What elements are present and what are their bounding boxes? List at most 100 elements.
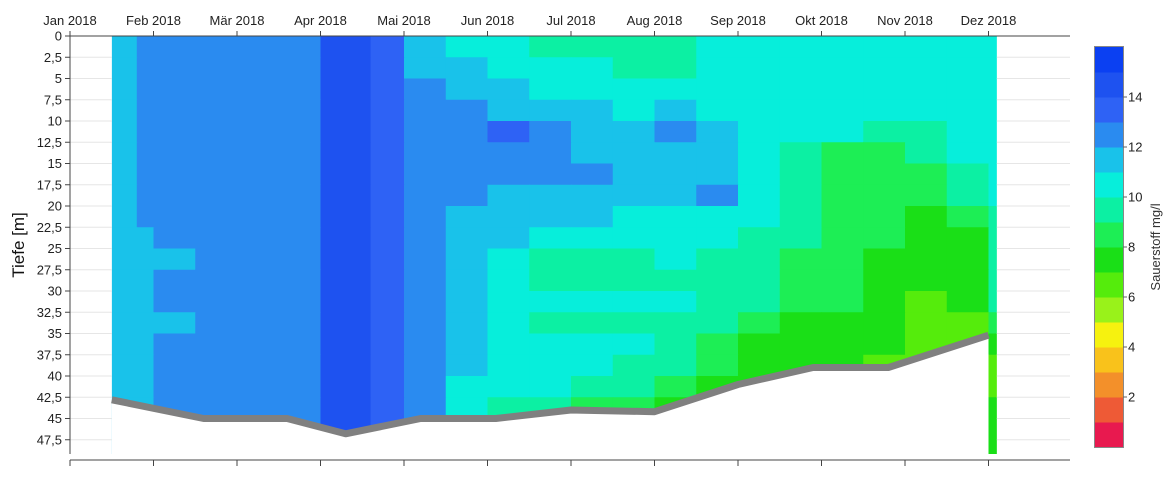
heatmap-cell (988, 418, 998, 441)
heatmap-cell (779, 57, 823, 80)
heatmap-cell (529, 333, 572, 356)
heatmap-cell (571, 36, 614, 58)
heatmap-cell (487, 248, 530, 271)
heatmap-cell (738, 121, 781, 143)
heatmap-cell (654, 78, 697, 101)
heatmap-cell (345, 269, 372, 292)
y-tick-label: 47,5 (37, 432, 62, 447)
heatmap-cell (404, 376, 447, 398)
heatmap-cell (278, 206, 322, 228)
heatmap-cell (111, 248, 138, 271)
x-axis-ticks: Jan 2018 Feb 2018 Mär 2018 Apr 2018 Mai 2018… (43, 13, 1016, 466)
heatmap-cell (153, 142, 196, 165)
heatmap-cell (946, 184, 990, 207)
heatmap-cell (237, 99, 280, 122)
heatmap-cell (278, 397, 322, 420)
heatmap-cell (654, 184, 697, 207)
colorbar-segment (1095, 222, 1123, 248)
heatmap-cell (445, 397, 489, 420)
heatmap-cell (278, 248, 322, 271)
heatmap-cell (320, 248, 347, 271)
heatmap-cell (278, 99, 322, 122)
heatmap-cell (946, 36, 990, 58)
colorbar-segment (1095, 322, 1123, 348)
heatmap-cell (988, 184, 998, 207)
heatmap-cell (821, 269, 864, 292)
heatmap-cell (988, 57, 998, 80)
heatmap-cell (111, 184, 138, 207)
y-tick-label: 17,5 (37, 177, 62, 192)
heatmap-cell (905, 36, 948, 58)
heatmap-cell (111, 78, 138, 101)
x-tick-label: Apr 2018 (294, 13, 347, 28)
heatmap-cell (153, 121, 196, 143)
heatmap-cell (278, 291, 322, 313)
y-tick-label: 35 (48, 326, 62, 341)
heatmap-cell (320, 376, 347, 398)
heatmap-cell (136, 206, 155, 228)
heatmap-cell (136, 142, 155, 165)
heatmap-cell (345, 248, 372, 271)
y-tick-label: 0 (55, 29, 62, 44)
heatmap-cell (863, 36, 906, 58)
colorbar (1094, 46, 1124, 448)
heatmap-cell (445, 269, 489, 292)
heatmap-cell (370, 184, 405, 207)
x-tick-label: Sep 2018 (710, 13, 766, 28)
heatmap-cell (821, 142, 864, 165)
heatmap-cell (529, 291, 572, 313)
heatmap-cell (445, 78, 489, 101)
heatmap-cell (863, 99, 906, 122)
heatmap-cell (345, 184, 372, 207)
heatmap-cell (905, 227, 948, 250)
y-tick-label: 2,5 (44, 50, 62, 65)
heatmap-cell (821, 312, 864, 335)
heatmap-cell (905, 184, 948, 207)
heatmap-cell (320, 312, 347, 335)
heatmap-cell (612, 269, 656, 292)
heatmap-cell (370, 291, 405, 313)
heatmap-cell (821, 333, 864, 356)
heatmap-cell (946, 78, 990, 101)
heatmap-cell (320, 184, 347, 207)
heatmap-cell (738, 163, 781, 186)
heatmap-cell (696, 291, 739, 313)
heatmap-cell (136, 227, 155, 250)
heatmap-cell (696, 142, 739, 165)
colorbar-segment (1095, 72, 1123, 98)
heatmap-cell (696, 36, 739, 58)
heatmap-cell (345, 142, 372, 165)
heatmap-cell (153, 184, 196, 207)
heatmap-cell (237, 397, 280, 420)
heatmap-cell (571, 376, 614, 398)
heatmap-cell (153, 227, 196, 250)
heatmap-cell (821, 36, 864, 58)
heatmap-cell (195, 78, 238, 101)
heatmap-cell (863, 121, 906, 143)
heatmap-cell (654, 142, 697, 165)
x-tick-label: Jul 2018 (546, 13, 595, 28)
heatmap-cell (320, 333, 347, 356)
heatmap-cell (529, 248, 572, 271)
heatmap-cell (612, 121, 656, 143)
heatmap-cell (111, 333, 138, 356)
heatmap-cell (696, 57, 739, 80)
heatmap-cell (278, 36, 322, 58)
heatmap-cell (445, 121, 489, 143)
heatmap-cell (404, 206, 447, 228)
heatmap-cell (863, 333, 906, 356)
heatmap-cell (946, 269, 990, 292)
y-tick-label: 5 (55, 71, 62, 86)
y-tick-label: 30 (48, 284, 62, 299)
heatmap-cell (863, 312, 906, 335)
heatmap-cell (654, 163, 697, 186)
y-tick-label: 12,5 (37, 135, 62, 150)
heatmap-cell (654, 376, 697, 398)
heatmap-cell (571, 78, 614, 101)
heatmap-cell (738, 333, 781, 356)
heatmap-cell (529, 57, 572, 80)
heatmap-cell (136, 163, 155, 186)
y-tick-label: 20 (48, 199, 62, 214)
heatmap-cell (487, 312, 530, 335)
y-tick-label: 10 (48, 114, 62, 129)
